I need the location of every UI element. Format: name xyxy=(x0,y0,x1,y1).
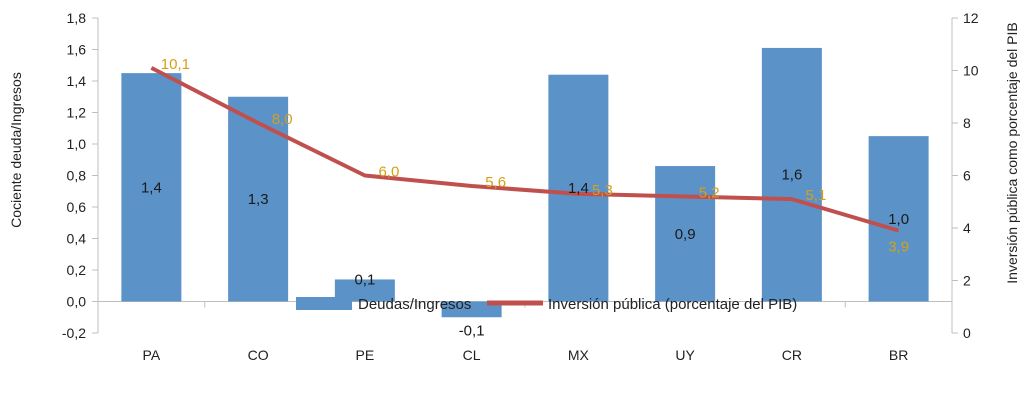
bar xyxy=(441,301,502,318)
y-tick-label: 0,0 xyxy=(67,294,87,310)
legend-line-label: Inversión pública (porcentaje del PIB) xyxy=(548,296,797,313)
y-tick-label: -0,2 xyxy=(62,325,86,341)
line-data-label: 5,6 xyxy=(485,174,506,191)
data-labels: 1,4 1,3 0,1 -0,1 1,4 0,9 1,6 1,0 10,1 8,0 6,0 5,6 5,… xyxy=(141,56,909,339)
x-tick-label: MX xyxy=(568,347,590,363)
bar-data-label: -0,1 xyxy=(459,322,485,339)
y2-tick-label: 4 xyxy=(963,220,971,236)
bar xyxy=(761,47,822,302)
bars xyxy=(121,47,929,318)
x-tick-label: BR xyxy=(889,347,908,363)
bar xyxy=(655,166,716,302)
y-tick-label: 1,4 xyxy=(67,73,87,89)
legend-bar-label: Deudas/Ingresos xyxy=(358,296,471,313)
line-data-label: 6,0 xyxy=(378,164,399,181)
y-tick-label: 1,2 xyxy=(67,105,87,121)
x-tick-label: CR xyxy=(782,347,802,363)
y2-tick-label: 10 xyxy=(963,63,979,79)
y-tick-label: 0,2 xyxy=(67,262,87,278)
bar-data-label: 1,3 xyxy=(248,191,269,208)
y2-tick-label: 0 xyxy=(963,325,971,341)
x-tick-label: UY xyxy=(675,347,695,363)
bar-data-label: 1,4 xyxy=(141,179,162,196)
line-data-label: 10,1 xyxy=(161,56,190,73)
line-data-label: 5,3 xyxy=(592,182,613,199)
y2-tick-label: 8 xyxy=(963,115,971,131)
y2-tick-label: 12 xyxy=(963,10,979,26)
x-tick-label: PE xyxy=(356,347,375,363)
line-data-label: 3,9 xyxy=(888,239,909,256)
bar xyxy=(868,136,929,302)
line-data-label: 5,1 xyxy=(805,187,826,204)
line-series xyxy=(150,66,900,233)
legend-bar-swatch xyxy=(296,297,352,310)
y-tick-label: 0,4 xyxy=(67,231,87,247)
bar-data-label: 1,0 xyxy=(888,211,909,228)
bar xyxy=(121,73,182,302)
bar-data-label: 1,6 xyxy=(781,167,802,184)
y-tick-label: 1,6 xyxy=(67,42,87,58)
x-tick-label: CO xyxy=(248,347,269,363)
x-tick-label: PA xyxy=(143,347,161,363)
legend: Deudas/Ingresos Inversión pública (porce… xyxy=(296,296,797,313)
line-data-label: 8,0 xyxy=(272,111,293,128)
y-tick-label: 0,6 xyxy=(67,199,87,215)
bar-data-label: 0,1 xyxy=(354,271,375,288)
bar xyxy=(548,74,609,302)
bar xyxy=(334,279,395,302)
bar-data-label: 1,4 xyxy=(568,180,589,197)
y-tick-label: 0,8 xyxy=(67,168,87,184)
y2-tick-label: 6 xyxy=(963,168,971,184)
y-tick-label: 1,0 xyxy=(67,136,87,152)
axes: -0,2 0,0 0,2 0,4 0,6 0,8 1,0 1,2 1,4 1,6 1,8 0 2 4 6 8 1… xyxy=(62,10,979,363)
y2-axis-title: Inversión pública como porcentaje del PI… xyxy=(1004,22,1020,283)
line-path xyxy=(150,66,900,233)
y-axis-title: Cociente deuda/Ingresos xyxy=(8,72,24,228)
bar-data-label: 0,9 xyxy=(675,226,696,243)
x-tick-label: CL xyxy=(463,347,481,363)
line-data-label: 5,2 xyxy=(699,185,720,202)
y2-tick-label: 2 xyxy=(963,273,971,289)
y-tick-label: 1,8 xyxy=(67,10,87,26)
